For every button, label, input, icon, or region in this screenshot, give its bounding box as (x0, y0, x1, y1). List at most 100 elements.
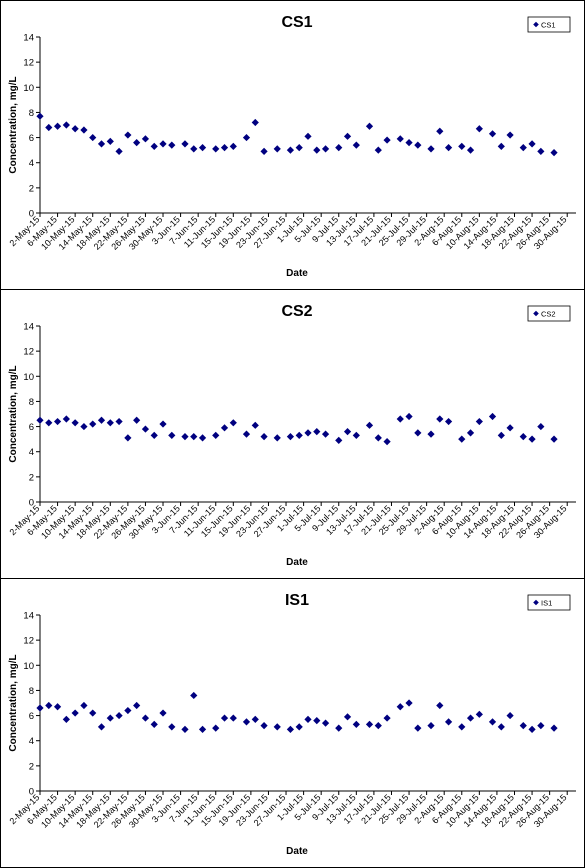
y-tick-label: 4 (29, 158, 34, 169)
data-point (365, 122, 374, 130)
data-point (335, 144, 343, 152)
data-point (396, 135, 404, 143)
data-point (124, 131, 132, 139)
chart-title: CS2 (281, 303, 312, 320)
data-point (97, 416, 106, 424)
x-axis-label: Date (286, 268, 308, 279)
data-point (124, 706, 132, 715)
data-point (444, 144, 453, 152)
data-point (286, 146, 295, 154)
data-point (343, 132, 352, 140)
data-point (295, 144, 303, 152)
y-tick-label: 2 (29, 761, 34, 772)
data-point (383, 136, 391, 144)
chart-frame (0, 289, 585, 579)
data-point (374, 434, 382, 442)
data-point (106, 137, 114, 145)
data-point (488, 412, 497, 421)
y-tick-label: 12 (23, 347, 34, 358)
data-point (159, 140, 167, 148)
data-point (427, 145, 435, 153)
data-point (229, 419, 237, 427)
data-point (537, 147, 545, 155)
chart-frame (0, 578, 585, 868)
chart-frame (0, 0, 585, 290)
legend-box (527, 594, 571, 611)
data-point (168, 141, 176, 149)
legend-marker (533, 21, 539, 28)
data-point (550, 149, 558, 157)
data-point (159, 709, 167, 717)
y-tick-label: 8 (29, 108, 34, 119)
data-point (198, 144, 207, 152)
chart-title: CS1 (281, 14, 312, 31)
data-point (150, 142, 158, 150)
data-point (80, 701, 88, 710)
y-tick-label: 6 (29, 133, 34, 144)
data-point (71, 709, 79, 717)
data-point (53, 122, 62, 130)
chart-title: IS1 (285, 592, 309, 609)
data-point (427, 430, 435, 438)
data-point (141, 135, 150, 143)
series-cs1 (36, 112, 558, 157)
data-point (53, 417, 62, 426)
y-tick-label: 2 (29, 472, 34, 483)
data-point (251, 118, 259, 127)
data-point (466, 146, 475, 154)
data-point (71, 419, 79, 427)
data-point (260, 147, 268, 155)
y-tick-label: 4 (29, 736, 34, 747)
data-point (133, 701, 141, 710)
y-tick-label: 4 (29, 447, 34, 458)
data-point (190, 691, 198, 700)
data-point (45, 123, 53, 132)
x-axis-label: Date (286, 846, 308, 857)
y-axis-label: Concentration, mg/L (8, 76, 19, 173)
y-tick-label: 10 (23, 83, 34, 94)
data-point (115, 147, 123, 155)
y-tick-label: 6 (29, 711, 34, 722)
data-point (36, 112, 44, 120)
data-point (304, 132, 312, 140)
data-point (405, 699, 413, 707)
legend-box (527, 305, 571, 322)
data-point (45, 701, 53, 710)
data-point (133, 139, 141, 147)
y-tick-label: 12 (23, 636, 34, 647)
data-point (506, 131, 514, 139)
data-point (251, 715, 259, 723)
legend-marker (533, 599, 539, 606)
y-tick-label: 0 (29, 787, 34, 798)
data-point (80, 126, 88, 134)
data-point (260, 433, 268, 441)
data-point (497, 142, 505, 150)
data-point (436, 415, 444, 423)
data-point (53, 703, 62, 711)
data-point (212, 145, 220, 153)
data-point (62, 415, 70, 423)
data-point (229, 142, 237, 150)
y-tick-label: 14 (23, 33, 34, 44)
data-point (343, 428, 352, 436)
data-point (475, 417, 483, 426)
y-tick-label: 8 (29, 397, 34, 408)
y-tick-label: 10 (23, 372, 34, 383)
data-point (528, 140, 536, 148)
data-point (506, 711, 514, 720)
legend-marker (533, 310, 539, 317)
data-point (220, 144, 229, 152)
data-point (71, 125, 79, 133)
data-point (343, 713, 352, 721)
data-point (36, 704, 44, 712)
data-point (36, 416, 44, 424)
legend-label: CS1 (541, 21, 556, 30)
y-tick-label: 8 (29, 686, 34, 697)
data-point (45, 419, 53, 427)
data-point (273, 145, 281, 153)
data-point (89, 133, 97, 142)
data-point (436, 701, 444, 710)
legend-box (527, 16, 571, 33)
